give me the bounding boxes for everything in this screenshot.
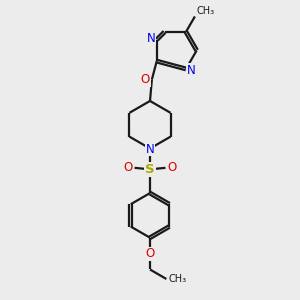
Text: O: O bbox=[141, 73, 150, 86]
Text: CH₃: CH₃ bbox=[196, 6, 214, 16]
Text: O: O bbox=[123, 161, 133, 174]
Text: CH₃: CH₃ bbox=[168, 274, 187, 284]
Text: N: N bbox=[147, 32, 156, 45]
Text: O: O bbox=[146, 247, 154, 260]
Text: N: N bbox=[146, 142, 154, 156]
Text: N: N bbox=[187, 64, 196, 77]
Text: S: S bbox=[145, 163, 155, 176]
Text: O: O bbox=[167, 161, 177, 174]
